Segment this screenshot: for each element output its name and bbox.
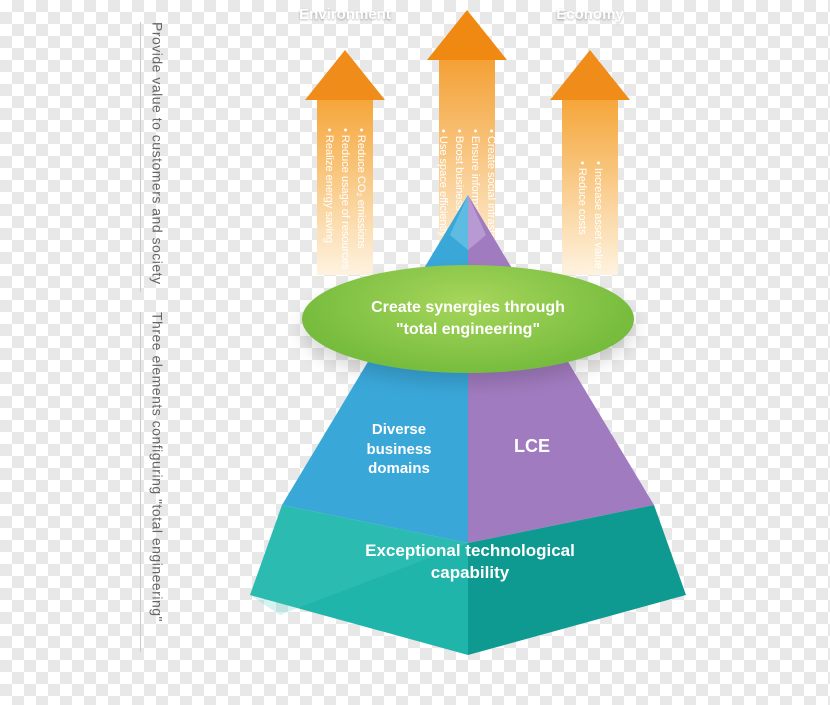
ring-text-line1: Create synergies through bbox=[371, 299, 565, 316]
side-label-bottom: Three elements configuring "total engine… bbox=[140, 312, 167, 652]
pyramid: Diverse business domains LCE Exceptional t… bbox=[250, 195, 686, 655]
arrow-head-icon bbox=[550, 50, 630, 100]
arrow-head-icon bbox=[305, 50, 385, 100]
pyramid-label-right: LCE bbox=[502, 435, 562, 458]
pyramid-label-left: Diverse business domains bbox=[344, 420, 454, 479]
synergy-ring: Create synergies through "total engineer… bbox=[302, 265, 634, 373]
side-label-top: Provide value to customers and society bbox=[140, 22, 167, 292]
arrow-right-title: Economy bbox=[556, 6, 624, 23]
arrow-head-icon bbox=[427, 10, 507, 60]
ring-text-line2: "total engineering" bbox=[396, 321, 540, 338]
arrow-left-title: Environment bbox=[299, 6, 391, 23]
pyramid-label-base: Exceptional technological capability bbox=[340, 540, 600, 584]
